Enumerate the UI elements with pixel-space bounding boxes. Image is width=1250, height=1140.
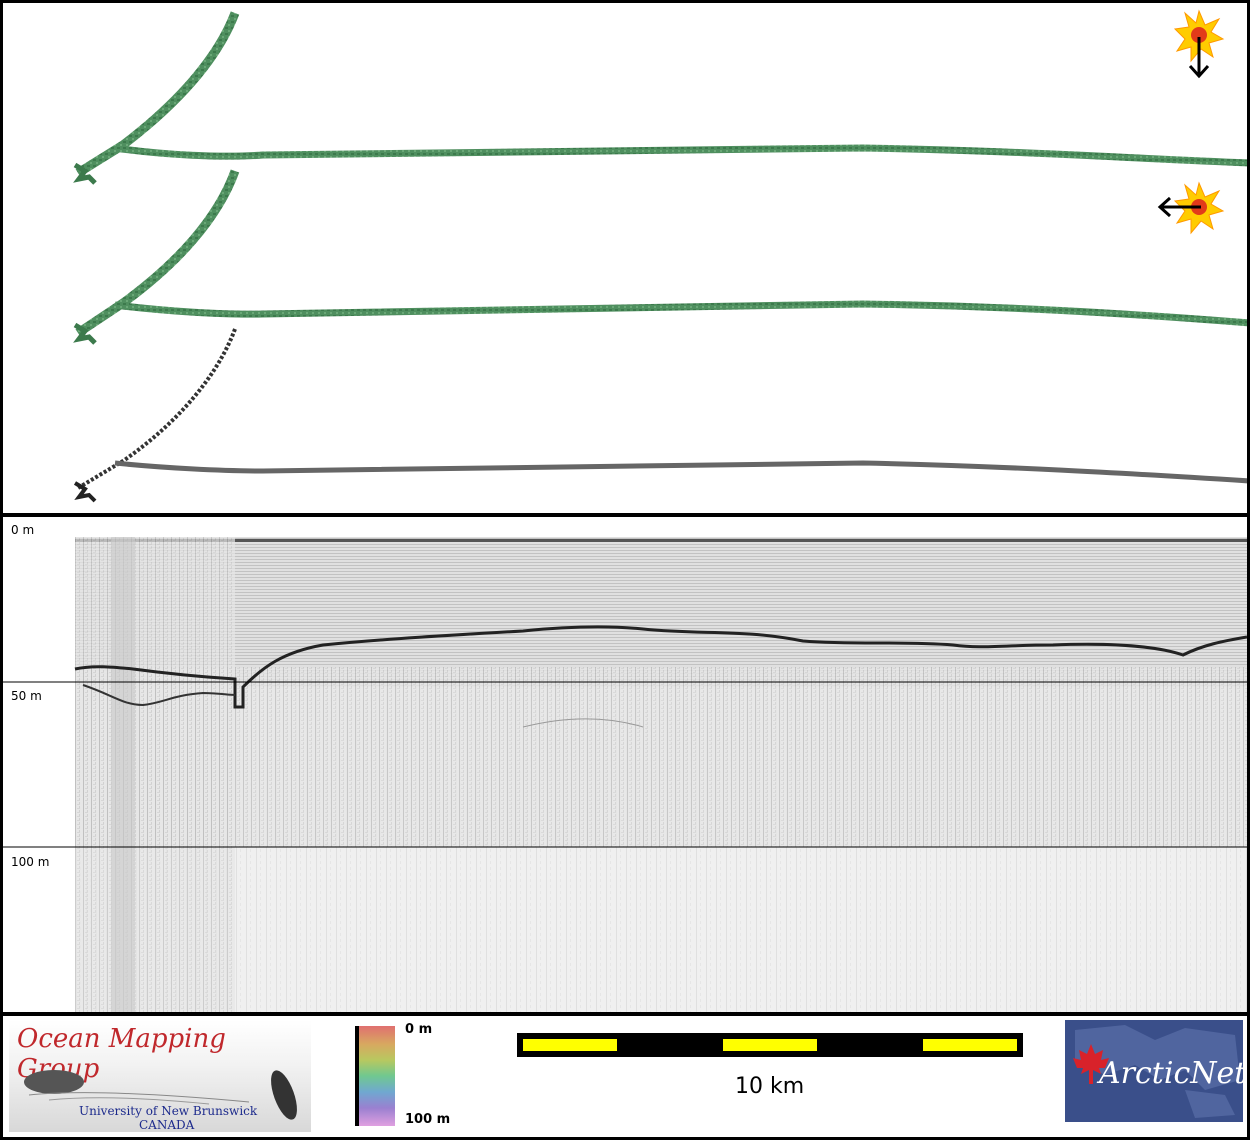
scale-segment: [523, 1039, 617, 1051]
survey-track-1: [73, 11, 1247, 185]
depth-label-0: 0 m: [11, 523, 35, 537]
sun-arrow-down-icon: [1173, 9, 1225, 79]
ocean-mapping-logo: Ocean Mapping Group University of New Br…: [9, 1020, 311, 1132]
ocean-mapping-title: Ocean Mapping Group: [17, 1024, 226, 1084]
arcticnet-logo: ArcticNet: [1065, 1020, 1243, 1122]
country-name: CANADA: [139, 1118, 195, 1132]
maple-leaf-icon: [1073, 1044, 1109, 1084]
arctic-map-illustration: [1075, 1025, 1240, 1118]
depth-label-50: 50 m: [11, 689, 42, 703]
sun-arrow-left-icon: [1157, 181, 1225, 235]
track-map-panel: [3, 3, 1247, 513]
track-map: [73, 9, 1247, 503]
colorbar-bottom-label: 100 m: [405, 1112, 451, 1127]
panel-divider: [0, 1012, 1250, 1016]
footer-panel: Ocean Mapping Group University of New Br…: [3, 1016, 1247, 1137]
scale-bar: [517, 1033, 1023, 1057]
profile-image: [3, 537, 1247, 1012]
scale-segment: [723, 1039, 817, 1051]
colorbar-top-label: 0 m: [405, 1022, 433, 1037]
depth-label-100: 100 m: [11, 855, 50, 869]
panel-divider: [0, 513, 1250, 517]
survey-track-3: [73, 328, 1247, 503]
scale-label: 10 km: [735, 1074, 805, 1099]
arcticnet-wordmark: ArcticNet: [1099, 1056, 1243, 1091]
survey-track-2: [73, 169, 1247, 345]
sonar-illustration: [24, 1070, 297, 1120]
scale-segment: [923, 1039, 1017, 1051]
university-name: University of New Brunswick: [79, 1104, 258, 1118]
depth-colorbar: [355, 1026, 395, 1126]
depth-profile-panel: 0 m 50 m 100 m: [3, 517, 1247, 1012]
